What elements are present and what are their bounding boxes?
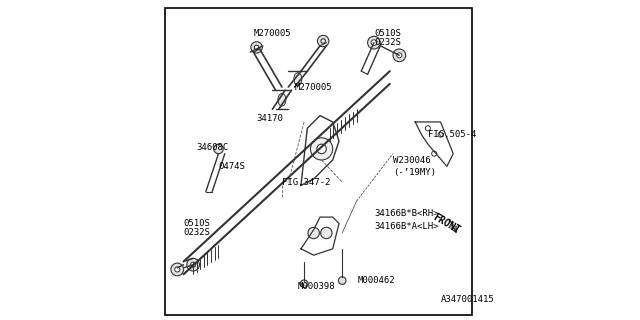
Text: 0510S: 0510S bbox=[184, 219, 211, 228]
Ellipse shape bbox=[278, 93, 286, 106]
Text: 34166B*A<LH>: 34166B*A<LH> bbox=[374, 222, 438, 231]
Text: FIG.505-4: FIG.505-4 bbox=[428, 130, 476, 139]
Circle shape bbox=[310, 138, 333, 160]
Text: M270005: M270005 bbox=[253, 28, 291, 38]
Circle shape bbox=[339, 277, 346, 284]
Circle shape bbox=[371, 40, 377, 45]
Circle shape bbox=[367, 36, 380, 49]
Circle shape bbox=[397, 53, 402, 58]
Circle shape bbox=[317, 35, 329, 47]
Circle shape bbox=[317, 144, 326, 154]
Text: 34170: 34170 bbox=[257, 114, 284, 123]
Text: 0232S: 0232S bbox=[184, 228, 211, 237]
Text: 34608C: 34608C bbox=[196, 143, 228, 152]
Circle shape bbox=[175, 267, 180, 272]
Circle shape bbox=[187, 258, 200, 271]
Circle shape bbox=[438, 132, 443, 137]
Text: 34166B*B<RH>: 34166B*B<RH> bbox=[374, 209, 438, 219]
Text: W230046: W230046 bbox=[393, 156, 431, 164]
Circle shape bbox=[426, 126, 430, 131]
Circle shape bbox=[393, 49, 406, 62]
Text: M270005: M270005 bbox=[294, 83, 332, 92]
Text: FRONT: FRONT bbox=[431, 212, 461, 235]
Circle shape bbox=[321, 39, 325, 43]
Text: M000398: M000398 bbox=[298, 282, 335, 292]
Text: (-’19MY): (-’19MY) bbox=[393, 168, 436, 177]
Text: FIG.347-2: FIG.347-2 bbox=[282, 178, 330, 187]
Circle shape bbox=[431, 151, 436, 156]
Text: M000462: M000462 bbox=[358, 276, 396, 285]
Circle shape bbox=[191, 262, 196, 267]
Circle shape bbox=[321, 227, 332, 239]
Circle shape bbox=[300, 280, 308, 288]
Circle shape bbox=[254, 45, 259, 50]
Circle shape bbox=[308, 227, 319, 239]
Text: A347001415: A347001415 bbox=[440, 295, 494, 304]
Text: 0510S: 0510S bbox=[374, 28, 401, 38]
Text: 0474S: 0474S bbox=[218, 162, 245, 171]
Circle shape bbox=[171, 263, 184, 276]
Circle shape bbox=[214, 144, 223, 154]
Ellipse shape bbox=[294, 73, 301, 85]
Text: 0232S: 0232S bbox=[374, 38, 401, 47]
Circle shape bbox=[251, 42, 262, 53]
